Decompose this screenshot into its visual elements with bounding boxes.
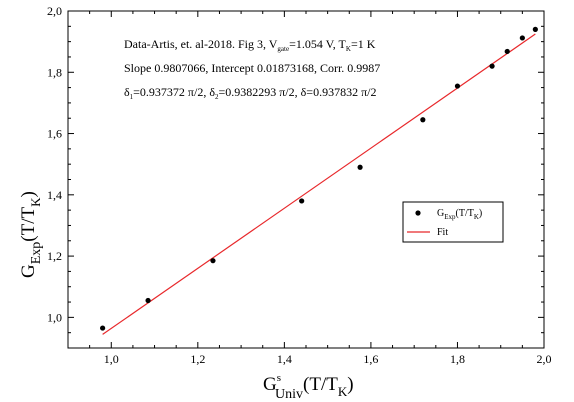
data-point [454, 83, 461, 89]
data-point [420, 117, 426, 123]
legend: GExp(T/TK) Fit [402, 201, 504, 243]
data-point [299, 198, 305, 204]
legend-label-fit: Fit [437, 227, 448, 238]
x-axis-title: Gs Univ(T/TK) [263, 372, 354, 402]
data-point [519, 35, 525, 41]
fit-line [102, 33, 536, 335]
y-tick-label: 1,8 [47, 65, 62, 79]
data-point [100, 325, 106, 331]
legend-marker-scatter [415, 210, 421, 216]
x-tick-label: 1,6 [363, 352, 378, 366]
y-tick-label: 1,2 [47, 249, 62, 263]
legend-label-scatter: GExp(T/TK) [437, 208, 482, 221]
annotation-line-1: Data-Artis, et. al-2018. Fig 3, Vgate=1.… [124, 37, 376, 53]
y-tick-label: 2,0 [47, 4, 62, 18]
x-tick-label: 1,0 [104, 352, 119, 366]
y-tick-label: 1,0 [47, 310, 62, 324]
data-point [357, 164, 363, 170]
x-tick-label: 1,4 [277, 352, 292, 366]
legend-box [402, 201, 504, 243]
y-tick-label: 1,6 [47, 127, 62, 141]
data-point [532, 26, 538, 32]
x-tick-label: 2,0 [537, 352, 552, 366]
data-point [210, 258, 216, 264]
y-tick-label: 1,4 [47, 188, 62, 202]
data-point [489, 63, 495, 69]
data-point [145, 297, 151, 304]
y-axis-title: GExp(T/TK) [18, 191, 44, 278]
axis-tick-labels: 1,0 1,2 1,4 1,6 1,8 2,0 1,0 1,2 1,4 1,6 1,8 2,0 [47, 4, 552, 366]
x-tick-label: 1,8 [450, 352, 465, 366]
data-point [504, 48, 510, 55]
x-tick-label: 1,2 [190, 352, 205, 366]
annotation-line-3: δ1=0.937372 π/2, δ2=0.9382293 π/2, δ=0.9… [124, 85, 376, 101]
annotation-line-2: Slope 0.9807066, Intercept 0.01873168, C… [124, 61, 380, 75]
series-layer [100, 26, 538, 335]
axis-ticks [67, 10, 545, 349]
